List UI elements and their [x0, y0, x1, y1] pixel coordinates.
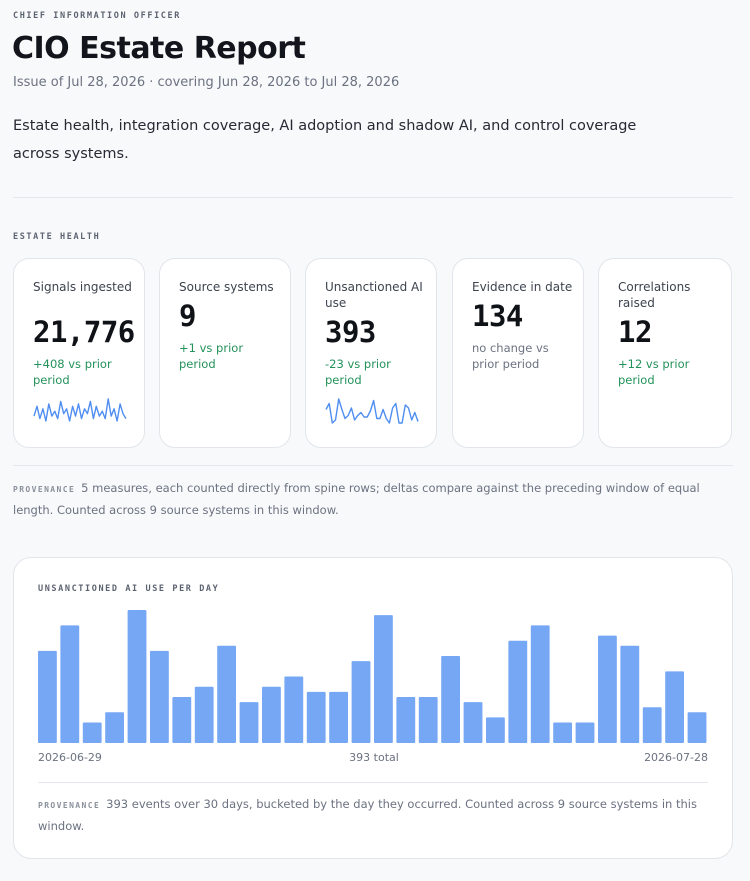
eyebrow-role: CHIEF INFORMATION OFFICER — [13, 11, 181, 21]
bar-2026-07-15[interactable] — [396, 696, 416, 743]
issue-line: Issue of Jul 28, 2026 · covering Jun 28,… — [13, 75, 400, 90]
kpi-value: 393 — [325, 315, 376, 349]
kpi-card-source-systems: Source systems 9 +1 vs prior period — [159, 258, 291, 448]
bar-2026-06-30[interactable] — [60, 625, 80, 743]
bar-2026-07-14[interactable] — [374, 615, 393, 743]
provenance-text: 393 events over 30 days, bucketed by the… — [38, 797, 697, 833]
bar-2026-07-21[interactable] — [530, 625, 550, 743]
bar-2026-07-16[interactable] — [418, 696, 438, 743]
kpi-delta: +408 vs prior period — [33, 357, 112, 387]
x-axis-end-label: 2026-07-28 — [644, 751, 708, 764]
kpi-label: Correlations raised — [618, 280, 691, 310]
kpi-card-evidence: Evidence in date 134 no change vs prior … — [452, 258, 584, 448]
divider — [13, 465, 733, 466]
bar-chart — [38, 610, 707, 744]
kpi-card-signals: Signals ingested 21,776 +408 vs prior pe… — [13, 258, 145, 448]
bar-2026-07-25[interactable] — [620, 645, 640, 743]
bar-2026-07-01[interactable] — [82, 722, 102, 743]
bar-2026-07-08[interactable] — [239, 702, 259, 743]
report-summary: Estate health, integration coverage, AI … — [13, 118, 637, 162]
bar-2026-07-07[interactable] — [217, 645, 237, 743]
bar-2026-07-04[interactable] — [150, 650, 169, 743]
kpi-value: 21,776 — [33, 315, 135, 349]
divider — [38, 782, 708, 783]
bar-2026-07-27[interactable] — [665, 671, 685, 743]
kpi-delta: -23 vs prior period — [325, 357, 391, 387]
provenance-text: 5 measures, each counted directly from s… — [13, 481, 700, 517]
section-label-estate-health: ESTATE HEALTH — [13, 232, 101, 242]
sparkline-path — [325, 398, 419, 424]
kpi-card-unsanctioned-ai: Unsanctioned AI use 393 -23 vs prior per… — [305, 258, 437, 448]
kpi-delta: +1 vs prior period — [179, 341, 244, 371]
bar-2026-07-02[interactable] — [105, 712, 125, 743]
bar-2026-07-13[interactable] — [351, 661, 371, 743]
bar-2026-07-19[interactable] — [486, 717, 505, 743]
kpi-label: Signals ingested — [33, 280, 132, 294]
bar-2026-07-05[interactable] — [172, 696, 192, 743]
sparkline-signals — [33, 398, 127, 422]
kpi-label: Unsanctioned AI use — [325, 280, 423, 310]
bar-2026-07-17[interactable] — [441, 656, 461, 743]
bar-2026-06-29[interactable] — [38, 650, 57, 743]
kpi-card-correlations: Correlations raised 12 +12 vs prior peri… — [598, 258, 732, 448]
sparkline-unsanctioned-ai — [325, 398, 419, 424]
bar-2026-07-26[interactable] — [642, 707, 662, 743]
kpi-delta: +12 vs prior period — [618, 357, 690, 387]
bar-2026-07-11[interactable] — [306, 691, 326, 743]
bar-2026-07-06[interactable] — [194, 686, 214, 743]
page-title: CIO Estate Report — [12, 31, 306, 66]
kpi-value: 134 — [472, 299, 523, 333]
bar-2026-07-03[interactable] — [127, 610, 147, 743]
bar-2026-07-23[interactable] — [575, 722, 595, 743]
chart-total-label: 393 total — [349, 751, 399, 764]
bar-2026-07-24[interactable] — [598, 635, 617, 743]
bar-2026-07-10[interactable] — [284, 676, 304, 744]
provenance-tag: PROVENANCE — [38, 801, 101, 810]
chart-card-unsanctioned-ai: UNSANCTIONED AI USE PER DAY 2026-06-29 3… — [13, 557, 733, 859]
provenance-tag: PROVENANCE — [13, 485, 76, 494]
kpi-value: 12 — [618, 315, 652, 349]
kpi-delta: no change vs prior period — [472, 341, 549, 371]
bar-2026-07-22[interactable] — [553, 722, 573, 743]
chart-title: UNSANCTIONED AI USE PER DAY — [38, 584, 220, 594]
kpi-label: Evidence in date — [472, 280, 573, 294]
divider — [13, 197, 733, 198]
provenance-note: PROVENANCE 5 measures, each counted direc… — [13, 478, 728, 520]
kpi-value: 9 — [179, 299, 196, 333]
bar-2026-07-09[interactable] — [262, 686, 281, 743]
kpi-label: Source systems — [179, 280, 274, 294]
bar-2026-07-12[interactable] — [329, 691, 349, 743]
bar-2026-07-20[interactable] — [508, 640, 528, 743]
bar-2026-07-18[interactable] — [463, 702, 483, 743]
bar-2026-07-28[interactable] — [687, 712, 707, 743]
sparkline-path — [33, 398, 127, 422]
chart-provenance-note: PROVENANCE 393 events over 30 days, bucke… — [38, 794, 698, 836]
x-axis-start-label: 2026-06-29 — [38, 751, 102, 764]
